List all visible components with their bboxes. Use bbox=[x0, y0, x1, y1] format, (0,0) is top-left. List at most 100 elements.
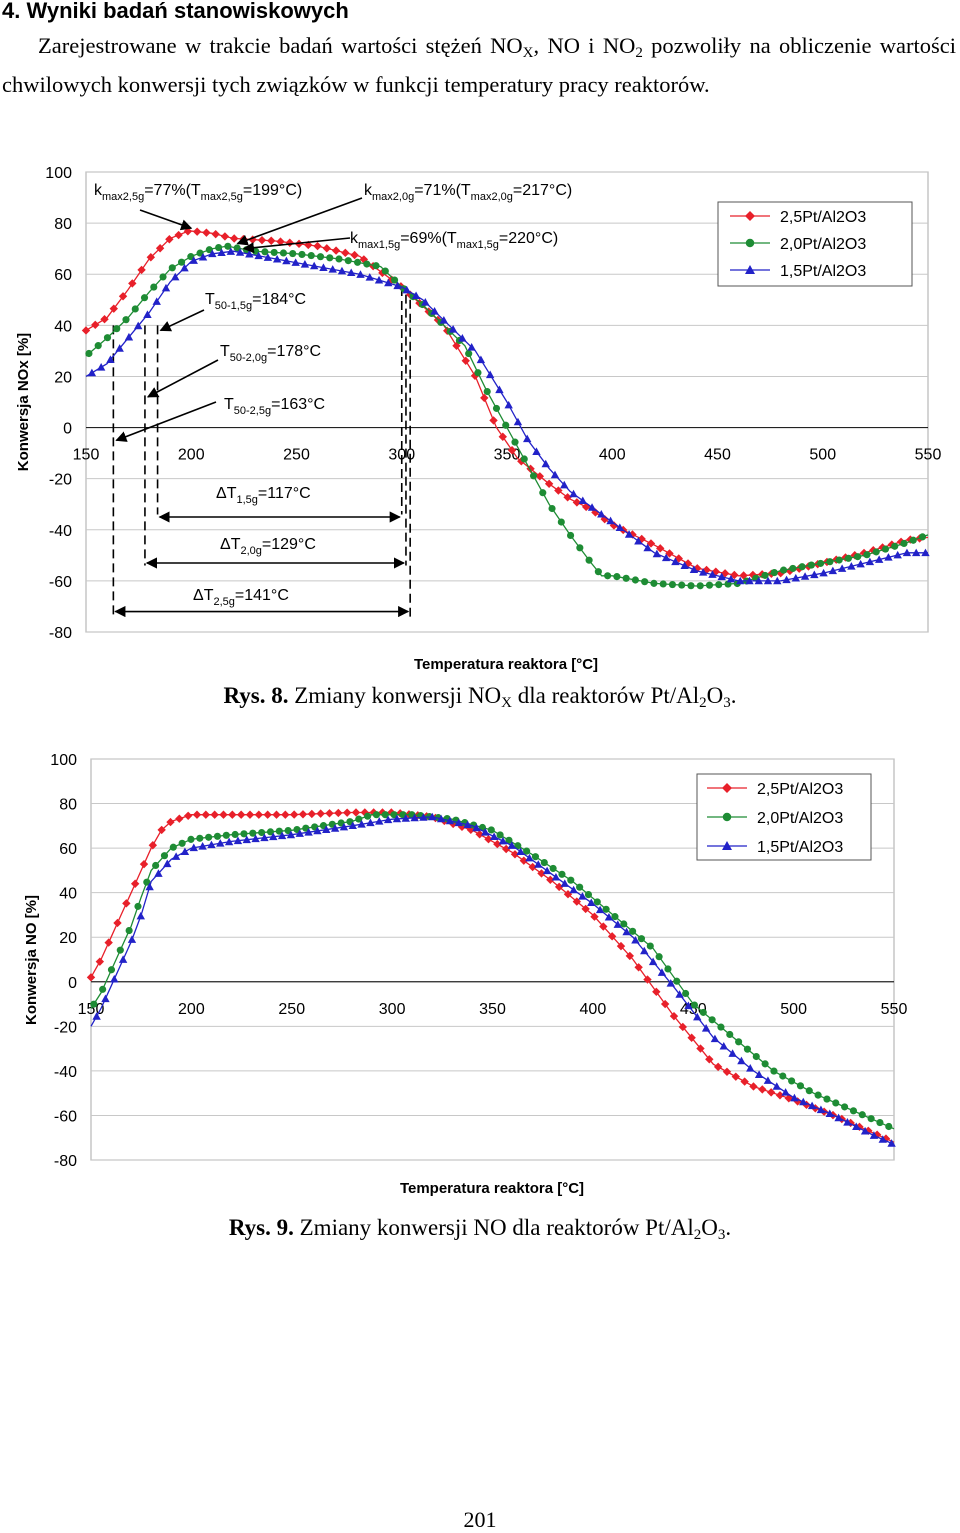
data-point bbox=[344, 257, 352, 265]
data-point bbox=[127, 935, 137, 943]
data-point bbox=[342, 808, 352, 817]
kmax-1-5-label: kmax1,5g=69%(Tmax1,5g=220°C) bbox=[350, 230, 558, 251]
data-point bbox=[282, 256, 291, 265]
data-point bbox=[226, 247, 236, 255]
data-point bbox=[816, 1105, 826, 1114]
data-point bbox=[276, 237, 285, 246]
data-point bbox=[858, 1111, 866, 1119]
data-point bbox=[270, 248, 278, 256]
arrow-t50-2-0 bbox=[146, 359, 219, 398]
data-point bbox=[249, 829, 257, 837]
data-point bbox=[563, 493, 572, 502]
data-point bbox=[702, 565, 711, 575]
data-point bbox=[87, 368, 97, 377]
data-point bbox=[372, 262, 380, 270]
data-point bbox=[384, 278, 393, 287]
data-point bbox=[773, 576, 782, 585]
data-point bbox=[856, 559, 865, 568]
data-point bbox=[781, 1088, 790, 1096]
data-point bbox=[245, 249, 254, 258]
data-point bbox=[163, 859, 172, 868]
data-point bbox=[541, 459, 550, 468]
data-point bbox=[260, 833, 269, 842]
delta-t-2-0-label: ΔT2,0g=129°C bbox=[220, 536, 316, 557]
data-point bbox=[335, 255, 343, 263]
data-point bbox=[277, 831, 287, 840]
data-point bbox=[374, 275, 384, 284]
x-tick-label: 400 bbox=[580, 1001, 607, 1018]
data-point bbox=[94, 342, 102, 350]
data-point bbox=[817, 559, 825, 567]
data-point bbox=[140, 294, 149, 302]
data-point bbox=[746, 1064, 755, 1072]
data-point bbox=[496, 831, 504, 839]
data-point bbox=[717, 572, 726, 581]
data-point bbox=[789, 564, 797, 573]
kmax-2-0-arrow bbox=[236, 197, 363, 246]
x-tick-label: 350 bbox=[479, 1001, 506, 1018]
data-point bbox=[675, 990, 684, 998]
data-point bbox=[168, 264, 176, 272]
data-point bbox=[826, 558, 834, 566]
data-point bbox=[489, 416, 498, 425]
data-point bbox=[513, 417, 523, 426]
data-point bbox=[584, 890, 593, 899]
y-tick-label: -60 bbox=[49, 574, 72, 591]
data-point bbox=[122, 316, 130, 324]
data-point bbox=[261, 248, 269, 256]
data-point bbox=[115, 344, 124, 352]
data-point bbox=[116, 946, 124, 954]
data-point bbox=[337, 266, 347, 275]
data-point bbox=[684, 1001, 693, 1010]
data-point bbox=[177, 258, 186, 266]
kmax-2-0-label: kmax2,0g=71%(Tmax2,0g=217°C) bbox=[364, 182, 572, 203]
data-point bbox=[145, 882, 154, 891]
data-point bbox=[316, 253, 325, 261]
data-point bbox=[587, 503, 597, 511]
data-point bbox=[307, 251, 315, 260]
data-point bbox=[92, 1012, 101, 1020]
y-tick-label: 20 bbox=[54, 369, 72, 386]
y-tick-label: -60 bbox=[54, 1108, 77, 1125]
data-point bbox=[189, 256, 198, 264]
data-point bbox=[401, 814, 410, 822]
data-point bbox=[289, 810, 299, 819]
data-point bbox=[454, 818, 463, 827]
data-point bbox=[874, 555, 884, 563]
data-point bbox=[620, 920, 628, 928]
data-point bbox=[146, 253, 156, 262]
data-point bbox=[587, 898, 596, 907]
data-point bbox=[202, 228, 211, 237]
data-point bbox=[550, 470, 560, 479]
data-point bbox=[174, 230, 183, 240]
data-point bbox=[763, 1076, 773, 1084]
data-point bbox=[634, 963, 643, 972]
data-point bbox=[629, 927, 637, 935]
data-point bbox=[458, 334, 467, 342]
data-point bbox=[357, 820, 366, 828]
data-point bbox=[275, 827, 283, 835]
data-point bbox=[754, 576, 763, 585]
data-point bbox=[726, 1030, 734, 1039]
data-point bbox=[872, 548, 880, 556]
section-heading: 4. Wyniki badań stanowiskowych bbox=[2, 0, 349, 23]
delta-t-2-5-label: ΔT2,5g=141°C bbox=[193, 587, 289, 608]
data-point bbox=[295, 829, 304, 837]
data-point bbox=[847, 562, 856, 570]
data-point bbox=[581, 502, 591, 512]
data-point bbox=[178, 839, 186, 847]
data-point bbox=[782, 575, 791, 584]
data-point bbox=[476, 355, 486, 364]
data-point bbox=[231, 830, 239, 839]
data-point bbox=[576, 883, 584, 891]
data-point bbox=[835, 556, 843, 564]
y-tick-label: 0 bbox=[68, 975, 77, 992]
data-point bbox=[245, 810, 255, 819]
data-point bbox=[107, 966, 116, 974]
data-point bbox=[381, 811, 389, 819]
data-point bbox=[807, 1101, 817, 1110]
data-point bbox=[779, 1072, 787, 1080]
data-point bbox=[224, 242, 232, 250]
data-point bbox=[730, 570, 739, 580]
data-point bbox=[220, 232, 230, 241]
